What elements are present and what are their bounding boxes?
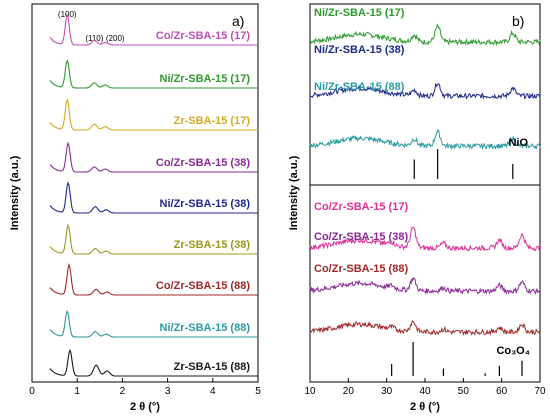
panel-b-series-label: Co/Zr-SBA-15 (88) — [314, 263, 408, 275]
panel-b-series-label: Co/Zr-SBA-15 (17) — [314, 201, 408, 213]
panel-a-series-label: Co/Zr-SBA-15 (17) — [156, 30, 250, 42]
panel-b-series-line — [309, 128, 541, 151]
panel-b-tag: b) — [512, 13, 524, 29]
panel-b-xtick-label: 30 — [381, 386, 393, 397]
panel-a-series-line — [49, 348, 258, 377]
panel-a-series-line — [49, 262, 258, 296]
panel-b-reference-label: NiO — [508, 137, 528, 149]
panel-a-tag: a) — [232, 13, 244, 29]
panel-a-xtick-label: 3 — [165, 386, 171, 397]
panel-a-series-label: Zr-SBA-15 (17) — [174, 115, 251, 127]
panel-b-series-label: Ni/Zr-SBA-15 (88) — [314, 81, 405, 93]
panel-b-ylabel: Intensity (a.u.) — [288, 155, 300, 230]
panel-a-series-label: Ni/Zr-SBA-15 (17) — [160, 73, 251, 85]
panel-a-xtick-label: 5 — [255, 386, 261, 397]
panel-a-series-label: Zr-SBA-15 (88) — [174, 361, 251, 373]
panel-b-series-label: Ni/Zr-SBA-15 (17) — [314, 7, 405, 19]
panel-b-xtick-label: 10 — [304, 386, 316, 397]
panel-b-series-line — [309, 23, 541, 47]
panel-b-frame — [309, 3, 541, 383]
panel-b-series-line — [309, 276, 541, 295]
panel-b-xtick-label: 50 — [458, 386, 470, 397]
panel-b-xtick-label: 60 — [496, 386, 508, 397]
panel-a-series-line — [49, 309, 258, 338]
panel-b-series-line — [309, 320, 541, 337]
panel-b-series: Ni/Zr-SBA-15 (17) Ni/Zr-SBA-15 (38) Ni/Zr-… — [309, 7, 541, 337]
panel-a-xticks: 0 1 2 3 4 5 — [29, 378, 261, 397]
panel-a-peak-labels: (100)(110) (200) — [58, 10, 125, 43]
panel-b-xticks: 10 20 30 40 50 60 70 — [304, 378, 546, 397]
panel-a-ylabel: Intensity (a.u.) — [9, 155, 21, 230]
panel-a-series-line — [49, 223, 258, 255]
panel-a-xtick-label: 2 — [120, 386, 126, 397]
panel-a-series-label: Ni/Zr-SBA-15 (38) — [160, 198, 251, 210]
panel-a-peak-label: (200) — [106, 34, 125, 43]
panel-b-reference-label: Co₃O₄ — [496, 345, 530, 357]
panel-b-xtick-label: 40 — [419, 386, 431, 397]
panel-b-series-label: Ni/Zr-SBA-15 (38) — [314, 44, 405, 56]
panel-a-series: Co/Zr-SBA-15 (17) Ni/Zr-SBA-15 (17) Zr-SBA… — [49, 13, 258, 377]
panel-b-chart: b) 2 θ (°) Intensity (a.u.) 10 20 30 40 50 60… — [288, 3, 546, 413]
panel-a-chart: a) 2 θ (°) Intensity (a.u.) 0 1 2 3 4 5 (100)… — [9, 3, 261, 413]
panel-a-series-line — [49, 181, 258, 214]
panel-a-series-line — [49, 141, 258, 173]
panel-b-references: NiO Co₃O₄ — [391, 137, 530, 376]
panel-b-series-line — [309, 82, 541, 100]
panel-b-series-label: Co/Zr-SBA-15 (38) — [314, 231, 408, 243]
panel-a-series-label: Ni/Zr-SBA-15 (88) — [160, 322, 251, 334]
panel-a-xlabel: 2 θ (°) — [130, 401, 160, 413]
panel-a-peak-label: (110) — [85, 34, 103, 43]
panel-b-xtick-label: 20 — [343, 386, 355, 397]
panel-a-xtick-label: 4 — [210, 386, 216, 397]
panel-a-series-line — [49, 13, 258, 46]
panel-b-xtick-label: 70 — [534, 386, 546, 397]
panel-a-xtick-label: 1 — [74, 386, 80, 397]
panel-b-xlabel: 2 θ (°) — [410, 401, 440, 413]
panel-a-series-line — [49, 59, 258, 89]
panel-a-frame — [31, 3, 259, 383]
panel-a-series-label: Zr-SBA-15 (38) — [174, 239, 251, 251]
panel-a-series-line — [49, 98, 258, 131]
panel-b-series-line — [309, 226, 541, 252]
panel-a-series-label: Co/Zr-SBA-15 (88) — [156, 280, 250, 292]
panel-a-series-label: Co/Zr-SBA-15 (38) — [156, 157, 250, 169]
panel-a-xtick-label: 0 — [29, 386, 35, 397]
